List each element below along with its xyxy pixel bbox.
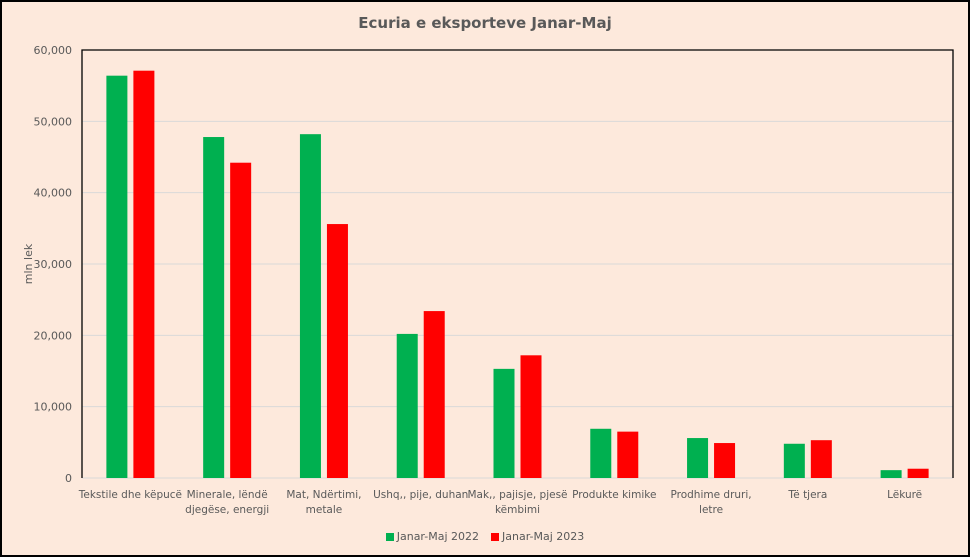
- x-tick-label: Tekstile dhe këpucë: [78, 489, 182, 501]
- bar-2023: [520, 355, 542, 478]
- legend-label: Janar-Maj 2022: [396, 530, 479, 543]
- plot-area-border: [81, 49, 954, 478]
- bar-2022: [203, 137, 225, 478]
- x-tick-label: Minerale, lëndë: [187, 489, 268, 501]
- x-tick-label: letre: [699, 504, 723, 516]
- bar-2022: [106, 75, 128, 479]
- x-tick-label: djegëse, energji: [185, 504, 269, 516]
- y-tick-label: 50,000: [34, 115, 73, 128]
- x-tick-label: Lëkurë: [887, 489, 922, 501]
- x-tick-label: metale: [306, 504, 343, 516]
- y-axis-label: mln lek: [22, 243, 35, 284]
- bar-2023: [423, 311, 445, 478]
- bar-2022: [396, 333, 418, 478]
- x-tick-label: Produkte kimike: [572, 489, 656, 501]
- bar-2022: [687, 438, 709, 478]
- y-tick-label: 40,000: [34, 187, 73, 200]
- x-tick-label: Prodhime druri,: [670, 489, 751, 501]
- bar-2023: [907, 468, 929, 478]
- legend-label: Janar-Maj 2023: [502, 530, 585, 543]
- x-tick-label: Të tjera: [787, 489, 827, 501]
- bar-2023: [133, 70, 155, 478]
- chart-title: Ecuria e eksporteve Janar-Maj: [358, 14, 612, 32]
- bar-2023: [326, 224, 348, 478]
- bar-2022: [590, 428, 612, 478]
- y-tick-label: 10,000: [34, 401, 73, 414]
- y-tick-label: 60,000: [34, 44, 73, 57]
- y-tick-label: 30,000: [34, 258, 73, 271]
- bar-2022: [299, 134, 321, 478]
- legend-swatch: [385, 532, 394, 541]
- legend-item: Janar-Maj 2022: [385, 530, 479, 543]
- x-tick-label: Mat, Ndërtimi,: [286, 489, 361, 501]
- bar-2023: [810, 440, 832, 478]
- x-tick-label: këmbimi: [495, 504, 540, 516]
- y-tick-label: 20,000: [34, 329, 73, 342]
- bar-2022: [493, 368, 515, 478]
- y-tick-label: 0: [65, 472, 72, 485]
- legend-swatch: [491, 532, 499, 541]
- bar-2023: [617, 431, 639, 478]
- x-tick-label: Ushq,, pije, duhan: [373, 489, 468, 501]
- bar-2023: [714, 443, 736, 478]
- bar-2023: [230, 162, 252, 478]
- x-tick-label: Mak,, pajisje, pjesë: [467, 489, 567, 501]
- bar-2022: [880, 470, 902, 478]
- legend-item: Janar-Maj 2023: [491, 530, 584, 543]
- legend: Janar-Maj 2022 Janar-Maj 2023: [2, 530, 968, 544]
- bar-2022: [783, 443, 805, 478]
